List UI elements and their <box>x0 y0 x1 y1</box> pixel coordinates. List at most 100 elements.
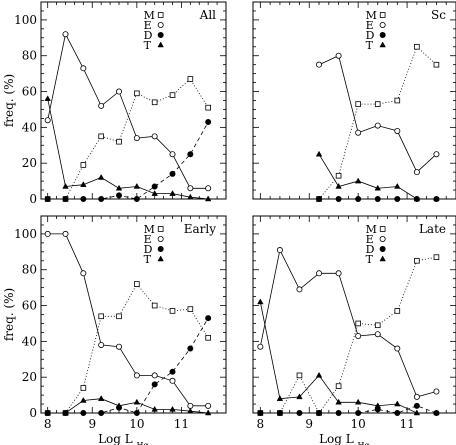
open-circle-marker <box>169 377 176 384</box>
legend-label-M: M <box>366 9 377 22</box>
triangle-marker <box>62 182 69 189</box>
triangle-marker <box>354 398 362 405</box>
square-marker <box>414 43 420 50</box>
triangle-marker <box>296 393 303 400</box>
filled-circle-marker <box>187 151 194 158</box>
legend-label-T: T <box>366 39 374 52</box>
filled-circle-marker <box>205 315 212 322</box>
square-marker <box>116 138 122 145</box>
triangle-marker <box>44 95 51 101</box>
open-circle-marker <box>296 286 303 293</box>
triangle-marker <box>115 184 123 191</box>
plot-frame <box>40 1 227 200</box>
series-E <box>316 52 440 176</box>
legend-label-D: D <box>144 29 153 42</box>
series-E <box>44 230 212 409</box>
triangle-marker <box>413 409 421 416</box>
panel-label: All <box>199 8 217 22</box>
panel-label: Sc <box>431 8 446 22</box>
triangle-marker <box>44 409 51 416</box>
filled-circle-marker <box>316 195 323 202</box>
open-circle-marker <box>316 270 323 277</box>
triangle-marker <box>433 409 440 416</box>
filled-circle-marker <box>335 409 342 416</box>
filled-circle-marker <box>335 195 342 202</box>
legend-label-T: T <box>144 39 152 52</box>
triangle-marker <box>335 398 342 405</box>
series-line-E <box>318 55 437 173</box>
series-D <box>44 118 212 202</box>
x-axis-label-subscript: Hα <box>137 441 150 445</box>
series-T <box>257 298 440 416</box>
legend-square-marker <box>379 226 386 232</box>
series-line-T <box>259 301 437 414</box>
square-marker <box>433 254 440 260</box>
y-tick-label: 100 <box>14 13 37 27</box>
open-circle-marker <box>62 31 69 38</box>
legend-open-circle-marker <box>379 235 386 242</box>
legend-filled-circle-marker <box>157 32 164 39</box>
square-marker <box>134 90 140 97</box>
filled-circle-marker <box>133 409 140 416</box>
series-T <box>315 150 440 202</box>
square-marker <box>374 322 381 329</box>
plot-frame <box>252 1 456 200</box>
filled-circle-marker <box>116 192 123 199</box>
square-marker <box>187 76 194 82</box>
square-marker <box>80 162 87 168</box>
x-tick-label: 11 <box>174 417 189 431</box>
y-tick-label: 0 <box>29 406 37 420</box>
x-tick-label: 11 <box>399 417 414 431</box>
y-tick-label: 20 <box>22 156 37 170</box>
triangle-marker <box>151 405 158 412</box>
open-circle-marker <box>80 270 87 277</box>
series-T <box>44 395 212 416</box>
triangle-marker <box>315 150 323 157</box>
square-marker <box>205 104 211 111</box>
filled-circle-marker <box>151 381 158 388</box>
triangle-marker <box>187 193 194 200</box>
legend-label-E: E <box>366 19 374 32</box>
y-tick-label: 20 <box>22 370 37 384</box>
triangle-marker <box>115 402 123 409</box>
series-line-D <box>260 405 437 414</box>
y-tick-label: 40 <box>22 120 37 134</box>
triangle-marker <box>204 409 212 416</box>
square-marker <box>134 281 140 287</box>
open-circle-marker <box>116 343 123 350</box>
triangle-marker <box>97 173 105 180</box>
legend-label-E: E <box>144 19 152 32</box>
filled-circle-marker <box>296 409 303 416</box>
x-tick-label: 9 <box>88 417 96 431</box>
open-circle-marker <box>187 185 194 192</box>
triangle-marker <box>80 181 87 187</box>
triangle-marker <box>335 182 342 189</box>
series-line-M <box>260 256 437 414</box>
triangle-marker <box>413 195 421 202</box>
open-circle-marker <box>433 388 440 395</box>
open-circle-marker <box>335 270 342 277</box>
square-marker <box>98 313 104 320</box>
legend-label-E: E <box>366 233 374 246</box>
filled-circle-marker <box>80 195 87 202</box>
triangle-marker <box>315 371 323 378</box>
panel-label: Late <box>419 222 446 236</box>
legend-label-D: D <box>366 29 375 42</box>
filled-circle-marker <box>355 195 362 202</box>
square-marker <box>151 302 158 309</box>
filled-circle-marker <box>413 402 420 409</box>
series-D <box>257 402 440 416</box>
open-circle-marker <box>374 122 381 129</box>
series-M <box>257 254 440 416</box>
series-line-E <box>47 233 209 407</box>
square-marker <box>169 92 176 98</box>
open-circle-marker <box>394 345 401 352</box>
triangle-marker <box>374 184 381 191</box>
square-marker <box>151 99 158 106</box>
filled-circle-marker <box>151 183 158 190</box>
filled-circle-marker <box>44 195 51 202</box>
square-marker <box>394 308 401 314</box>
